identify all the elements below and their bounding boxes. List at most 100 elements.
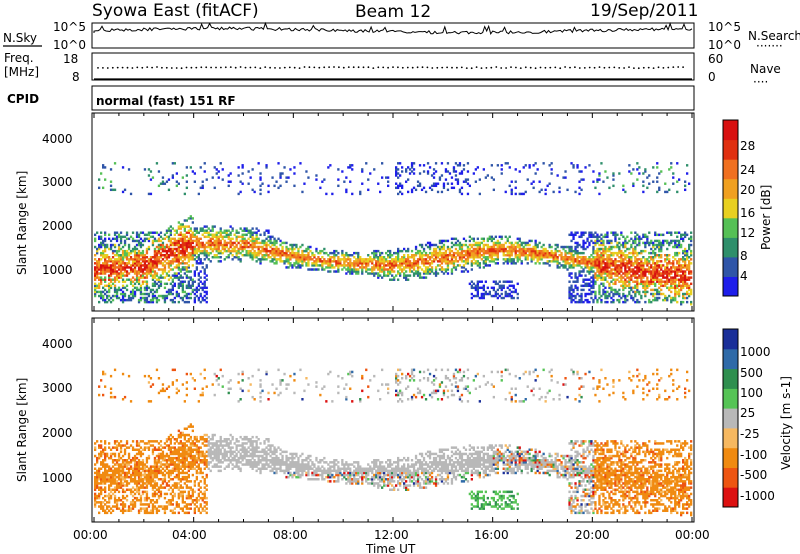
power-cell	[450, 268, 454, 271]
power-cell	[498, 241, 501, 245]
power-cell	[102, 264, 105, 267]
power-cell	[219, 231, 222, 234]
velocity-cell	[111, 473, 115, 477]
power-cell	[151, 276, 155, 279]
power-cell	[610, 264, 613, 267]
power-cell	[598, 270, 601, 273]
power-cell	[153, 274, 157, 277]
power-cell	[201, 229, 204, 232]
power-cell	[674, 231, 677, 234]
power-cell	[279, 258, 282, 261]
power-cell	[666, 231, 669, 234]
power-cell	[650, 256, 653, 259]
power-cell	[98, 282, 101, 286]
power-cell	[522, 249, 525, 253]
power-cell	[283, 166, 286, 169]
power-cell	[648, 262, 651, 265]
power-cell	[347, 262, 350, 265]
power-cell	[349, 164, 352, 167]
power-cell	[580, 292, 583, 296]
power-cell	[568, 274, 571, 277]
power-cell	[660, 292, 663, 296]
power-cell	[245, 241, 248, 245]
power-cell	[249, 233, 252, 237]
power-cell	[468, 239, 471, 243]
power-cell	[159, 251, 163, 255]
power-cell	[516, 256, 519, 259]
power-cell	[614, 235, 617, 239]
power-cell	[672, 286, 675, 290]
power-cell	[135, 264, 139, 267]
power-cell	[600, 237, 603, 241]
power-cell	[488, 256, 491, 259]
velocity-cell	[104, 499, 107, 502]
power-cell	[684, 251, 687, 255]
power-cell	[145, 282, 149, 286]
power-cell	[179, 249, 182, 253]
power-cell	[203, 247, 206, 251]
power-cell	[472, 237, 475, 241]
power-cell	[281, 251, 284, 255]
power-cell	[602, 256, 605, 259]
power-cell	[177, 264, 180, 267]
power-cell	[377, 249, 380, 253]
power-cell	[572, 254, 575, 257]
power-cell	[478, 264, 481, 267]
power-cell	[642, 190, 645, 194]
power-cell	[574, 296, 577, 300]
velocity-cell	[121, 469, 125, 473]
cpid-value: normal (fast) 151 RF	[96, 94, 236, 108]
power-cell	[432, 247, 436, 251]
power-cell	[183, 241, 186, 245]
power-cell	[610, 272, 613, 275]
power-cell	[145, 292, 149, 296]
power-cell	[377, 276, 380, 279]
power-cell	[157, 260, 161, 263]
power-cell	[608, 282, 611, 286]
power-cell	[514, 186, 517, 190]
power-cell	[217, 245, 220, 249]
power-cell	[618, 260, 621, 263]
power-cell	[458, 162, 462, 165]
velocity-cell	[117, 467, 121, 470]
power-cell	[173, 284, 176, 288]
power-cell	[592, 251, 595, 255]
velocity-cell	[98, 511, 101, 515]
power-cell	[257, 247, 260, 251]
power-cell	[108, 286, 111, 290]
power-cell	[235, 251, 238, 255]
power-cell	[327, 258, 330, 261]
velocity-cell	[123, 505, 127, 508]
power-cell	[104, 268, 107, 271]
power-cell	[572, 166, 575, 169]
power-cell	[672, 278, 675, 281]
power-cell	[109, 284, 113, 288]
power-cell	[163, 245, 167, 249]
power-cell	[632, 272, 635, 275]
velocity-cell	[117, 469, 121, 473]
power-cell	[329, 264, 332, 267]
power-cell	[379, 274, 382, 277]
nave-dot	[146, 66, 149, 68]
power-cell	[430, 268, 434, 271]
power-cell	[592, 258, 595, 261]
power-cell	[185, 300, 188, 304]
power-cell	[642, 282, 645, 286]
nave-dot	[210, 66, 213, 69]
power-cell	[630, 256, 633, 259]
power-cell	[492, 254, 495, 257]
velocity-cell	[102, 459, 105, 462]
power-cell	[576, 300, 579, 304]
power-cell	[454, 241, 458, 245]
power-cell	[106, 294, 109, 298]
velocity-cell	[117, 456, 121, 460]
power-cell	[468, 235, 471, 239]
power-cell	[664, 296, 667, 300]
power-cell	[102, 278, 105, 281]
power-cell	[594, 256, 597, 259]
power-cell	[187, 282, 190, 286]
power-cell	[562, 247, 565, 251]
power-cell	[648, 231, 651, 234]
power-cell	[307, 247, 310, 251]
power-cell	[113, 162, 117, 165]
